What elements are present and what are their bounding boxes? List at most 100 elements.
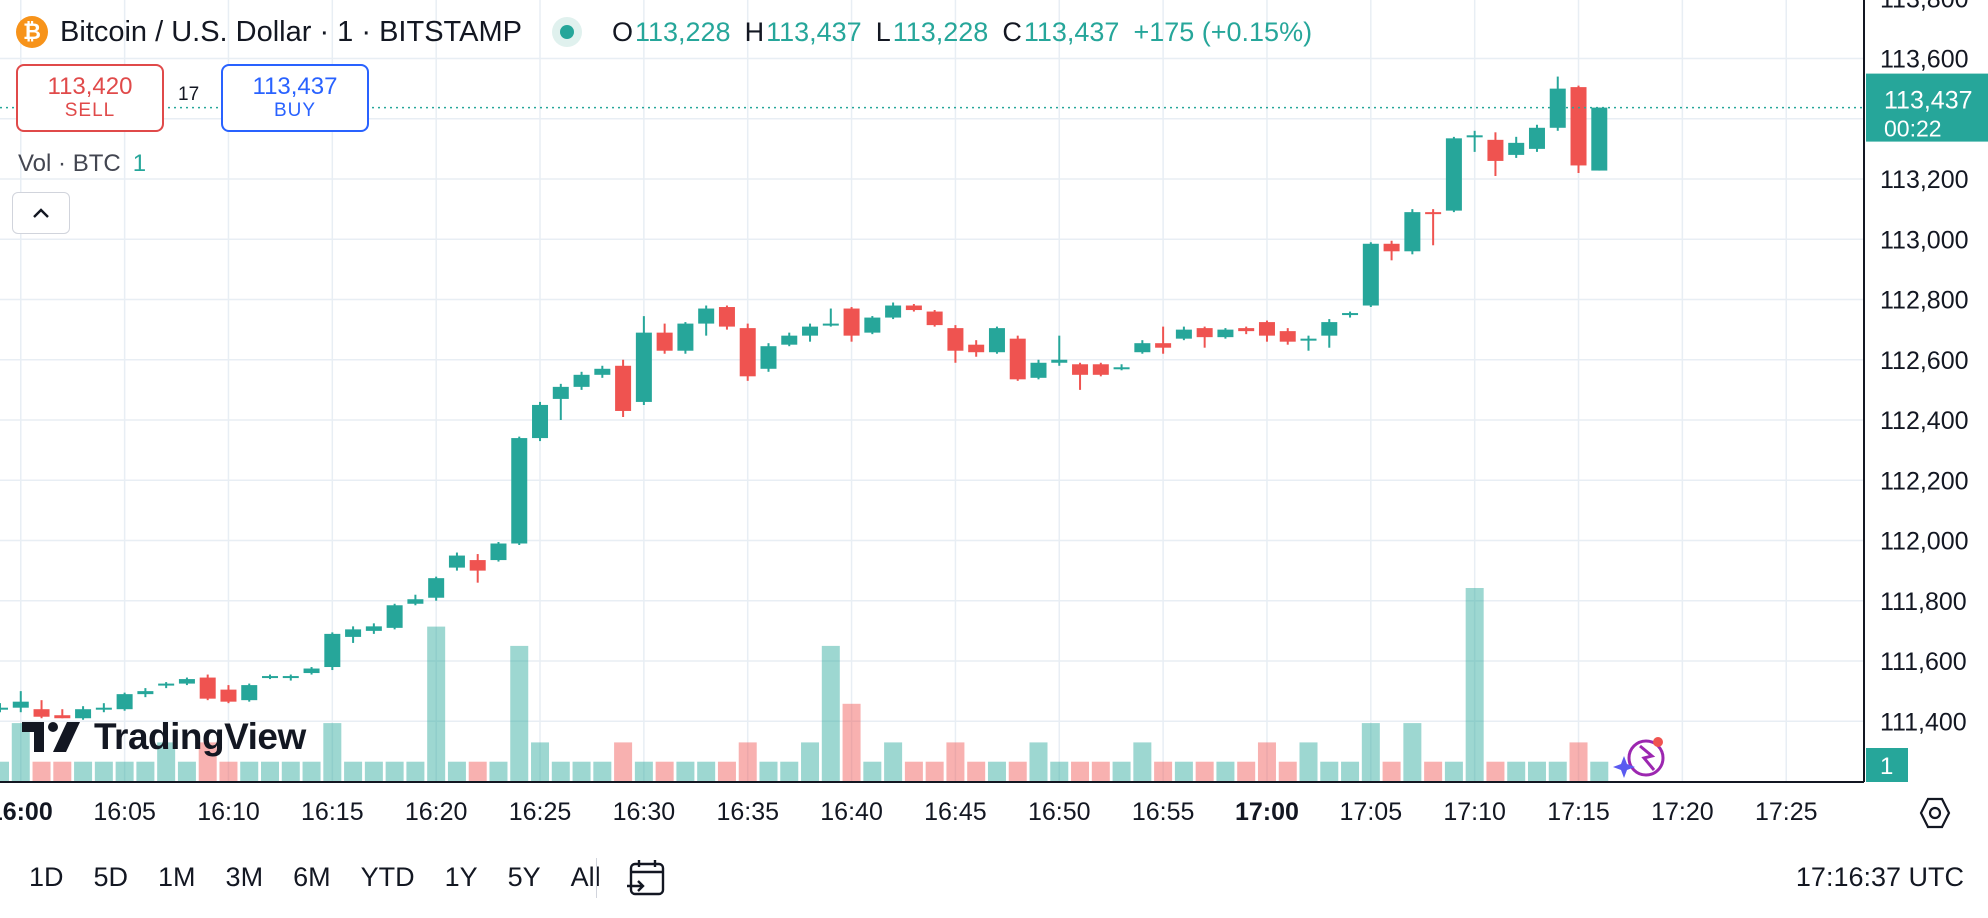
- x-tick-label: 16:15: [301, 798, 364, 826]
- range-button-1m[interactable]: 1M: [158, 862, 196, 892]
- y-axis[interactable]: 111,400 111,600 111,800 112,000 112,200 112,4…: [1880, 0, 1969, 736]
- volume-bar: [821, 645, 840, 781]
- candle-body: [1279, 331, 1296, 342]
- y-tick-label: 113,800: [1880, 0, 1969, 13]
- y-tick-label: 112,800: [1880, 287, 1969, 315]
- candle: [718, 305, 735, 330]
- volume-bar: [74, 761, 93, 781]
- volume-bar: [863, 761, 882, 781]
- candle-body: [1196, 328, 1213, 338]
- candle: [1300, 335, 1317, 351]
- symbol-title[interactable]: Bitcoin / U.S. Dollar · 1 · BITSTAMP: [60, 15, 522, 48]
- range-button-5d[interactable]: 5D: [93, 862, 129, 892]
- candle: [532, 401, 549, 442]
- candle-body: [0, 707, 8, 710]
- volume-indicator-legend[interactable]: Vol · BTC 1: [18, 150, 146, 178]
- candle: [116, 692, 133, 711]
- price-badge-bg: [1866, 73, 1988, 142]
- tradingview-logo-text: TradingView: [94, 716, 306, 757]
- x-tick-label: 16:00: [0, 798, 53, 826]
- x-tick-label: 16:55: [1132, 798, 1195, 826]
- volume-bar: [157, 742, 176, 781]
- candle-body: [1113, 367, 1130, 370]
- candle: [407, 594, 424, 606]
- ohlc-values: O113,228 H113,437 L113,228 C113,437 +175…: [612, 17, 1312, 48]
- candle: [573, 371, 590, 390]
- candle: [656, 323, 673, 354]
- candle-body: [1238, 328, 1255, 332]
- range-button-ytd[interactable]: YTD: [360, 862, 415, 892]
- candle: [95, 703, 112, 713]
- spread-value: 17: [178, 84, 200, 105]
- candle-body: [345, 629, 362, 637]
- x-tick-label: 17:00: [1235, 798, 1299, 826]
- y-tick-label: 111,800: [1880, 588, 1967, 616]
- candle-body: [1321, 322, 1338, 336]
- volume-bar: [115, 761, 134, 781]
- range-button-1y[interactable]: 1Y: [444, 862, 478, 892]
- candle-body: [137, 691, 154, 695]
- volume-bar: [1237, 761, 1256, 781]
- candle-body: [1570, 87, 1587, 166]
- volume-bar: [1361, 723, 1380, 781]
- go-to-date-icon[interactable]: [625, 858, 667, 898]
- volume-bar: [1257, 742, 1276, 781]
- candle: [968, 340, 985, 357]
- candle-body: [324, 633, 341, 668]
- y-tick-label: 111,400: [1880, 708, 1967, 736]
- x-axis[interactable]: 16:00 16:05 16:10 16:15 16:20 16:25 16:30 16:35…: [0, 798, 1818, 826]
- candle-body: [1549, 88, 1566, 128]
- candle-body: [95, 707, 112, 710]
- candle: [1009, 335, 1026, 381]
- candle-body: [1425, 212, 1442, 215]
- volume-bar: [1174, 761, 1193, 781]
- range-button-all[interactable]: All: [570, 862, 601, 892]
- candle: [947, 325, 964, 363]
- volume-bar: [1216, 761, 1235, 781]
- sell-label: SELL: [64, 99, 116, 121]
- volume-bars: [0, 588, 1609, 781]
- change-value: +175 (+0.15%): [1133, 16, 1313, 47]
- candle-body: [490, 543, 507, 561]
- candle-body: [905, 305, 922, 311]
- candle: [1196, 326, 1213, 348]
- candle: [1155, 326, 1172, 354]
- axis-settings-icon[interactable]: [1918, 796, 1952, 830]
- collapse-legend-button[interactable]: [12, 192, 70, 234]
- tradingview-logo[interactable]: TradingView: [22, 716, 306, 758]
- x-tick-label: 17:05: [1340, 798, 1403, 826]
- volume-bar: [1050, 761, 1069, 781]
- range-button-3m[interactable]: 3M: [225, 862, 264, 892]
- candle: [1362, 242, 1379, 308]
- range-button-6m[interactable]: 6M: [293, 862, 331, 892]
- y-tick-label: 112,200: [1880, 467, 1969, 495]
- sell-button[interactable]: 113,420 SELL: [16, 64, 164, 132]
- buy-button[interactable]: 113,437 BUY: [221, 64, 369, 132]
- range-button-1d[interactable]: 1D: [29, 862, 64, 892]
- open-label: O: [611, 16, 633, 47]
- volume-bar: [0, 761, 9, 781]
- candle: [1051, 335, 1068, 366]
- utc-clock[interactable]: 17:16:37 UTC: [1795, 862, 1964, 892]
- candle-body: [407, 599, 424, 604]
- buy-label: BUY: [273, 99, 317, 121]
- candle: [324, 632, 341, 671]
- candle-body: [1300, 338, 1317, 341]
- candle: [552, 383, 569, 420]
- bottom-toolbar: 1D 5D 1M 3M 6M YTD 1Y 5Y All 17:16:37 UTC: [0, 838, 1988, 918]
- candle-body: [448, 555, 465, 568]
- candle: [220, 685, 237, 704]
- volume-bar: [1403, 723, 1422, 781]
- volume-bar: [364, 761, 383, 781]
- candle-body: [54, 715, 71, 719]
- range-button-5y[interactable]: 5Y: [507, 862, 541, 892]
- candle: [677, 322, 694, 354]
- y-tick-label: 113,000: [1880, 226, 1969, 254]
- candle-body: [656, 332, 673, 351]
- candlestick-chart[interactable]: 16:00 16:05 16:10 16:15 16:20 16:25 16:30 16:35…: [0, 0, 1988, 838]
- assistant-sparkle-icon[interactable]: [1613, 737, 1665, 778]
- candle: [1466, 130, 1483, 152]
- market-open-icon[interactable]: [551, 17, 582, 47]
- candle: [1092, 362, 1109, 377]
- candle-body: [1362, 243, 1379, 306]
